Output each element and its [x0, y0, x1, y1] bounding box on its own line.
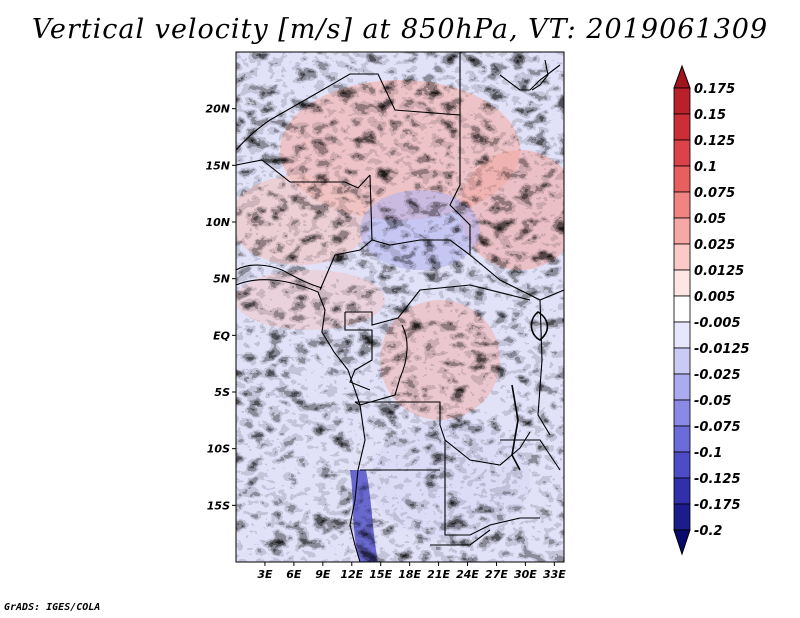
- lat-label: 5S: [214, 386, 230, 399]
- colorbar-box: [673, 113, 691, 141]
- colorbar-label: 0.15: [694, 108, 726, 123]
- lon-label: 15E: [369, 568, 392, 581]
- colorbar-label: -0.2: [694, 524, 722, 539]
- colorbar-label: -0.125: [694, 472, 741, 487]
- colorbar-box: [673, 269, 691, 297]
- map-frame: [235, 51, 565, 563]
- colorbar-box: [673, 217, 691, 245]
- colorbar-box: [673, 477, 691, 505]
- lon-label: 33E: [543, 568, 566, 581]
- colorbar-label: 0.1: [694, 160, 717, 175]
- colorbar-label: 0.05: [694, 212, 726, 227]
- colorbar-box: [673, 373, 691, 401]
- velocity-field: [236, 52, 564, 562]
- lat-label: 20N: [205, 103, 230, 116]
- colorbar-box: [673, 165, 691, 193]
- colorbar-box: [673, 191, 691, 219]
- colorbar-label: 0.175: [694, 82, 735, 97]
- colorbar-label: -0.175: [694, 498, 741, 513]
- colorbar-box: [673, 295, 691, 323]
- lat-label: 10N: [205, 216, 230, 229]
- colorbar-label: -0.075: [694, 420, 741, 435]
- lat-label: 5N: [213, 273, 230, 286]
- lat-label: 10S: [207, 443, 230, 456]
- colorbar: 0.175 0.15 0.125 0.1 0.075 0.05 0.025 0.0125 0.0…: [673, 64, 750, 556]
- colorbar-label: 0.075: [694, 186, 735, 201]
- lon-label: 3E: [257, 568, 273, 581]
- lon-label: 9E: [315, 568, 331, 581]
- colorbar-label: -0.0125: [694, 342, 750, 357]
- footer-credit: GrADS: IGES/COLA: [4, 602, 101, 613]
- colorbar-box: [673, 139, 691, 167]
- lon-label: 21E: [427, 568, 450, 581]
- colorbar-min-triangle: [673, 529, 691, 556]
- colorbar-box: [673, 425, 691, 453]
- colorbar-label: 0.005: [694, 290, 735, 305]
- colorbar-label: 0.025: [694, 238, 735, 253]
- colorbar-label: 0.125: [694, 134, 735, 149]
- chart-title: Vertical velocity [m/s] at 850hPa, VT: 2…: [31, 14, 769, 45]
- lon-label: 27E: [485, 568, 508, 581]
- lat-label: 15N: [205, 159, 230, 172]
- colorbar-label: -0.025: [694, 368, 741, 383]
- lat-label: EQ: [213, 329, 230, 342]
- lon-label: 24E: [456, 568, 479, 581]
- colorbar-label: -0.005: [694, 316, 741, 331]
- colorbar-box: [673, 503, 691, 531]
- latitude-axis: 20N 15N 10N 5N EQ 5S 10S 15S: [205, 103, 236, 512]
- colorbar-box: [673, 451, 691, 479]
- colorbar-box: [673, 243, 691, 271]
- lon-label: 12E: [340, 568, 363, 581]
- lon-label: 18E: [398, 568, 421, 581]
- lat-label: 15S: [207, 499, 230, 512]
- colorbar-box: [673, 399, 691, 427]
- colorbar-label: 0.0125: [694, 264, 744, 279]
- lon-label: 30E: [514, 568, 537, 581]
- longitude-axis: 3E 6E 9E 12E 15E 18E 21E 24E 27E 30E 33E: [257, 562, 566, 581]
- colorbar-label: -0.05: [694, 394, 731, 409]
- lon-label: 6E: [286, 568, 302, 581]
- colorbar-label: -0.1: [694, 446, 722, 461]
- colorbar-box: [673, 321, 691, 349]
- colorbar-box: [673, 347, 691, 375]
- colorbar-box: [673, 87, 691, 115]
- colorbar-max-triangle: [673, 64, 691, 89]
- country-borders: [236, 52, 564, 562]
